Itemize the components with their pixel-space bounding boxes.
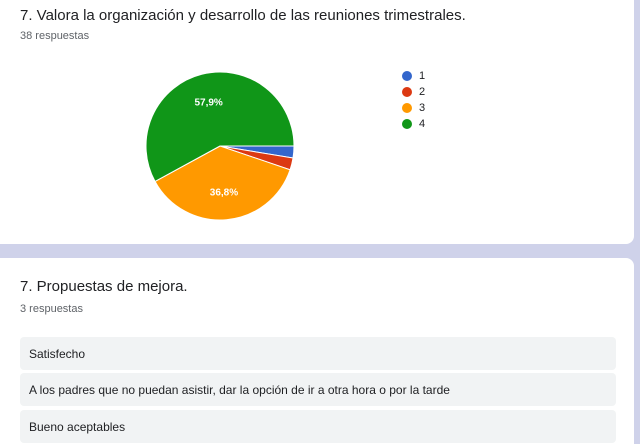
pie-slice-4[interactable] xyxy=(145,71,295,183)
legend-dot-icon xyxy=(402,71,412,81)
response-count: 38 respuestas xyxy=(20,30,90,42)
answer-item: Bueno aceptables xyxy=(20,410,616,443)
legend-item-3[interactable]: 3 xyxy=(402,100,425,116)
response-count: 3 respuestas xyxy=(20,303,83,315)
question-title: 7. Valora la organización y desarrollo d… xyxy=(20,7,466,24)
legend-dot-icon xyxy=(402,87,412,97)
question-card-organizacion: 7. Valora la organización y desarrollo d… xyxy=(0,0,634,244)
pie-slice-3[interactable] xyxy=(154,145,291,221)
pie-data-label: 36,8% xyxy=(210,188,238,199)
pie-data-label: 57,9% xyxy=(194,98,222,109)
question-title: 7. Propuestas de mejora. xyxy=(20,278,188,295)
legend-item-2[interactable]: 2 xyxy=(402,84,425,100)
pie-chart: 36,8% 57,9% xyxy=(145,71,295,221)
answer-item: A los padres que no puedan asistir, dar … xyxy=(20,373,616,406)
legend-dot-icon xyxy=(402,103,412,113)
chart-legend: 1 2 3 4 xyxy=(402,68,425,132)
legend-dot-icon xyxy=(402,119,412,129)
legend-label: 4 xyxy=(419,118,426,130)
question-card-propuestas: 7. Propuestas de mejora. 3 respuestas Sa… xyxy=(0,258,634,444)
answer-item: Satisfecho xyxy=(20,337,616,370)
legend-item-1[interactable]: 1 xyxy=(402,68,425,84)
legend-label: 2 xyxy=(419,86,426,98)
legend-label: 3 xyxy=(419,102,426,114)
legend-label: 1 xyxy=(419,70,426,82)
legend-item-4[interactable]: 4 xyxy=(402,116,425,132)
